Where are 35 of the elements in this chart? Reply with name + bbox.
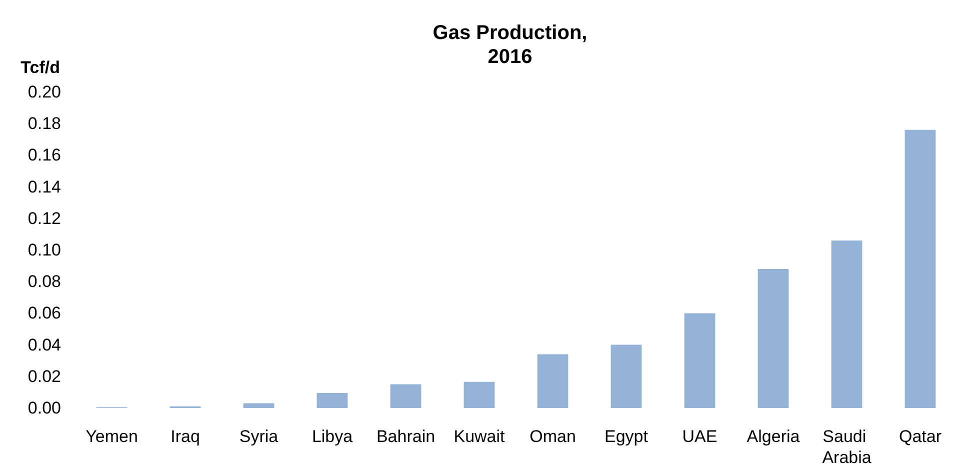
- bar: [758, 268, 789, 408]
- bar: [537, 354, 568, 408]
- x-tick-label: Algeria: [746, 427, 800, 446]
- x-tick-label: Kuwait: [454, 427, 506, 446]
- y-tick-label: 0.20: [28, 82, 61, 102]
- bar: [464, 382, 495, 408]
- bar: [316, 392, 348, 408]
- y-tick-label: 0.08: [28, 272, 61, 292]
- bar: [904, 130, 936, 408]
- y-tick-label: 0.06: [28, 304, 61, 323]
- bar: [390, 384, 422, 408]
- bar: [243, 403, 274, 408]
- x-tick-label: Qatar: [898, 427, 942, 446]
- y-tick-label: 0.16: [28, 146, 61, 165]
- x-tick-label: Bahrain: [376, 427, 436, 446]
- bar: [831, 240, 862, 408]
- y-axis-title: Tcf/d: [20, 58, 60, 77]
- x-tick-label: Libya: [312, 427, 354, 446]
- y-tick-label: 0.12: [28, 208, 61, 228]
- x-tick-label: Saudi Arabia: [822, 427, 872, 467]
- bar: [684, 313, 716, 408]
- chart-title: Gas Production, 2016: [432, 22, 588, 68]
- x-tick-label: Oman: [530, 427, 576, 446]
- x-tick-label: Iraq: [170, 427, 200, 446]
- y-tick-label: 0.14: [28, 177, 61, 196]
- y-tick-label: 0.10: [28, 240, 61, 260]
- x-tick-label: UAE: [682, 427, 718, 446]
- y-tick-label: 0.02: [28, 366, 61, 386]
- x-tick-label: Yemen: [86, 427, 138, 446]
- y-tick-label: 0.18: [28, 114, 61, 134]
- x-tick-label: Syria: [239, 427, 279, 446]
- y-tick-label: 0.00: [28, 398, 61, 418]
- y-tick-label: 0.04: [28, 335, 61, 354]
- bar: [610, 344, 642, 408]
- x-tick-label: Egypt: [604, 427, 648, 446]
